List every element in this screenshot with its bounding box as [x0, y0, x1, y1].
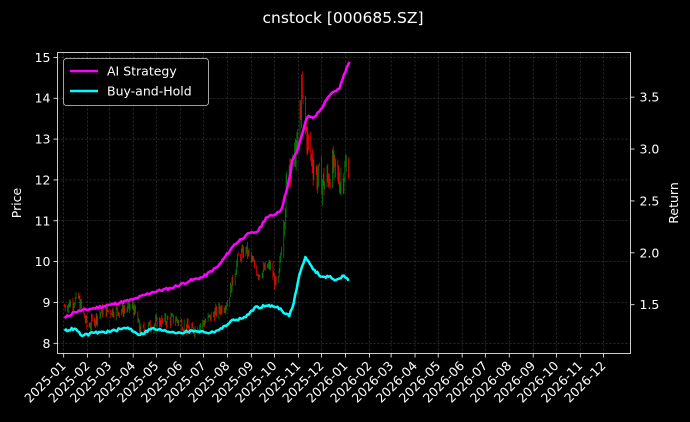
legend-label-ai-strategy: AI Strategy: [107, 64, 177, 79]
legend: AI Strategy Buy-and-Hold: [63, 58, 209, 106]
y2-tick-label: 3.0: [640, 142, 660, 157]
legend-box: [63, 58, 209, 106]
y2-tick-label: 2.0: [640, 245, 660, 260]
grid: [57, 52, 631, 354]
y2-tick-label: 1.5: [640, 297, 660, 312]
y2-tick-label: 2.5: [640, 193, 660, 208]
y-tick-label: 11: [35, 213, 51, 228]
price-bars: [64, 71, 350, 339]
y-tick-label: 13: [35, 132, 51, 147]
y-tick-label: 10: [35, 254, 51, 269]
y2-tick-label: 3.5: [640, 90, 660, 105]
plot-frame: [57, 52, 631, 354]
y-tick-label: 8: [43, 336, 51, 351]
y2-axis-label: Return: [666, 182, 681, 223]
y-tick-label: 15: [35, 50, 51, 65]
series-lines: [63, 61, 351, 338]
y-tick-label: 9: [43, 295, 51, 310]
chart-title: cnstock [000685.SZ]: [262, 9, 423, 27]
y-axis-label: Price: [9, 187, 24, 218]
series-line-0: [63, 61, 351, 320]
y-tick-label: 12: [35, 172, 51, 187]
legend-label-buy-and-hold: Buy-and-Hold: [107, 84, 192, 99]
series-line-1: [63, 255, 350, 338]
y-tick-label: 14: [35, 91, 51, 106]
y-ticks: 8 9 10 11 12 13 14 15: [35, 50, 58, 351]
y2-ticks: 1.5 2.0 2.5 3.0 3.5: [630, 90, 660, 312]
